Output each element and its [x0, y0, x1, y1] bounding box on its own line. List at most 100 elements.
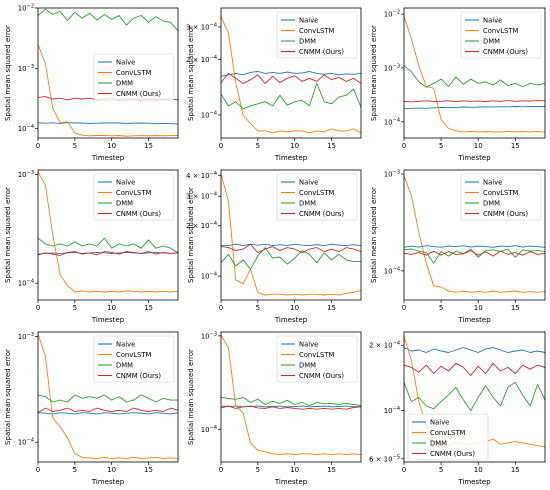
y-axis-label: Spatial mean squared error — [4, 187, 12, 283]
x-axis-label: Timestep — [274, 154, 308, 162]
legend-label: CNMM (Ours) — [483, 210, 528, 218]
x-tick-label: 0 — [36, 142, 40, 150]
x-axis-label: Timestep — [274, 316, 308, 324]
x-axis-label: Timestep — [91, 478, 125, 486]
x-tick-label: 0 — [402, 466, 406, 474]
legend-label: ConvLSTM — [299, 189, 334, 197]
legend-label: DMM — [430, 440, 447, 448]
chart-panel-6: 0 5 10 15 10−4 10−3 Timestep Spatial mean squar… — [366, 162, 550, 324]
x-tick-label: 0 — [36, 466, 40, 474]
plot-frame — [37, 169, 179, 301]
x-tick-label: 0 — [219, 466, 223, 474]
y-tick-label: 10−4 — [18, 124, 34, 133]
legend-label: DMM — [116, 362, 133, 370]
y-axis-label: Spatial mean squared error — [370, 187, 378, 283]
legend-box — [460, 11, 542, 59]
x-tick-label: 5 — [256, 466, 260, 474]
chart-svg: 0 5 10 15 10−4 10−3 10−2 Timestep Spatial mean s… — [370, 7, 546, 162]
y-axis-label: Spatial mean squared error — [370, 25, 378, 121]
x-tick-label: 5 — [73, 304, 77, 312]
y-tick-label: 2 × 10−4 — [186, 55, 217, 64]
legend: Naive ConvLSTM DMM CNMM (Ours) — [276, 335, 358, 383]
series-line-convlstm — [37, 44, 178, 137]
x-tick-label: 0 — [219, 304, 223, 312]
y-tick-label: 10−3 — [18, 64, 34, 73]
x-axis-label: Timestep — [457, 316, 491, 324]
chart-svg: 0 5 10 15 10−4 2 × 10−4 3 × 10−4 4 × 10−4 Timest… — [186, 169, 362, 324]
y-tick-label: 10−4 — [18, 279, 34, 288]
x-tick-label: 10 — [107, 466, 116, 474]
legend-label: DMM — [299, 38, 316, 46]
legend-box — [276, 335, 358, 383]
x-tick-label: 15 — [144, 304, 153, 312]
y-tick-label: 10−2 — [18, 4, 34, 13]
y-axis-label: Spatial mean squared error — [4, 349, 12, 445]
plot-frame — [220, 7, 362, 139]
legend-box — [460, 173, 542, 221]
x-tick-label: 5 — [439, 142, 443, 150]
series-line-cnmm-ours — [403, 100, 546, 103]
y-axis-label: Spatial mean squared error — [187, 349, 195, 445]
series-line-dmm — [220, 397, 362, 407]
chart-panel-7: 0 5 10 15 10−4 10−3 Timestep Spatial mean squar… — [0, 324, 183, 486]
series-line-dmm — [403, 65, 546, 88]
legend-label: DMM — [299, 362, 316, 370]
x-tick-label: 15 — [327, 142, 336, 150]
x-tick-label: 15 — [511, 466, 520, 474]
x-tick-label: 5 — [439, 466, 443, 474]
x-tick-label: 5 — [73, 466, 77, 474]
y-tick-label: 4 × 10−4 — [186, 171, 217, 180]
chart-panel-9: 0 5 10 15 6 × 10−5 10−4 2 × 10−4 Timestep Naive C… — [366, 324, 550, 486]
legend-label: CNMM (Ours) — [116, 90, 161, 98]
series-line-naive — [403, 245, 546, 248]
legend-box — [276, 173, 358, 221]
legend-label: CNMM (Ours) — [299, 372, 344, 380]
series-line-naive — [37, 251, 179, 255]
legend-label: DMM — [299, 200, 316, 208]
legend-label: ConvLSTM — [116, 351, 151, 359]
x-tick-label: 10 — [107, 304, 116, 312]
x-tick-label: 10 — [290, 304, 299, 312]
y-tick-label: 10−3 — [384, 63, 400, 72]
x-tick-label: 15 — [511, 304, 520, 312]
series-line-naive — [221, 243, 362, 247]
x-tick-label: 10 — [290, 466, 299, 474]
chart-svg: 0 5 10 15 10−4 10−3 Timestep Spatial mean squar… — [187, 331, 362, 486]
legend-label: ConvLSTM — [116, 189, 151, 197]
legend: Naive ConvLSTM DMM CNMM (Ours) — [93, 173, 175, 221]
chart-svg: 0 5 10 15 6 × 10−5 10−4 2 × 10−4 Timestep Naive C… — [369, 331, 546, 486]
legend-label: ConvLSTM — [430, 429, 465, 437]
x-tick-label: 5 — [256, 304, 260, 312]
x-tick-label: 10 — [474, 304, 483, 312]
series-line-cnmm-ours — [37, 407, 179, 414]
x-tick-label: 10 — [107, 142, 116, 150]
x-tick-label: 5 — [73, 142, 77, 150]
y-tick-label: 2 × 10−4 — [186, 221, 217, 230]
chart-panel-2: 0 5 10 15 10−4 2 × 10−4 3 × 10−4 Timestep Spatia… — [183, 0, 366, 162]
legend-label: DMM — [483, 38, 500, 46]
series-line-dmm — [37, 394, 178, 403]
y-tick-label: 10−3 — [201, 331, 217, 340]
chart-panel-8: 0 5 10 15 10−4 10−3 Timestep Spatial mean squar… — [183, 324, 366, 486]
series-line-cnmm-ours — [220, 243, 362, 254]
series-line-cnmm-ours — [220, 405, 362, 410]
x-tick-label: 0 — [219, 142, 223, 150]
y-tick-label: 10−4 — [384, 117, 400, 126]
x-axis-label: Timestep — [91, 154, 125, 162]
x-tick-label: 5 — [439, 304, 443, 312]
legend: Naive ConvLSTM DMM CNMM (Ours) — [276, 11, 358, 59]
chart-panel-5: 0 5 10 15 10−4 2 × 10−4 3 × 10−4 4 × 10−4 Timest… — [183, 162, 366, 324]
chart-svg: 0 5 10 15 10−4 10−3 Timestep Spatial mean squar… — [4, 331, 179, 486]
legend: Naive ConvLSTM DMM CNMM (Ours) — [276, 173, 358, 221]
series-line-naive — [220, 71, 362, 77]
series-line-cnmm-ours — [403, 250, 546, 257]
legend-label: Naive — [299, 341, 318, 349]
series-line-cnmm-ours — [37, 251, 179, 256]
x-axis-label: Timestep — [457, 154, 491, 162]
legend-label: Naive — [116, 179, 135, 187]
y-tick-label: 10−4 — [384, 406, 400, 415]
series-line-convlstm — [37, 333, 179, 460]
series-line-dmm — [403, 381, 546, 412]
y-tick-label: 10−3 — [18, 332, 34, 341]
legend-label: Naive — [430, 419, 449, 427]
